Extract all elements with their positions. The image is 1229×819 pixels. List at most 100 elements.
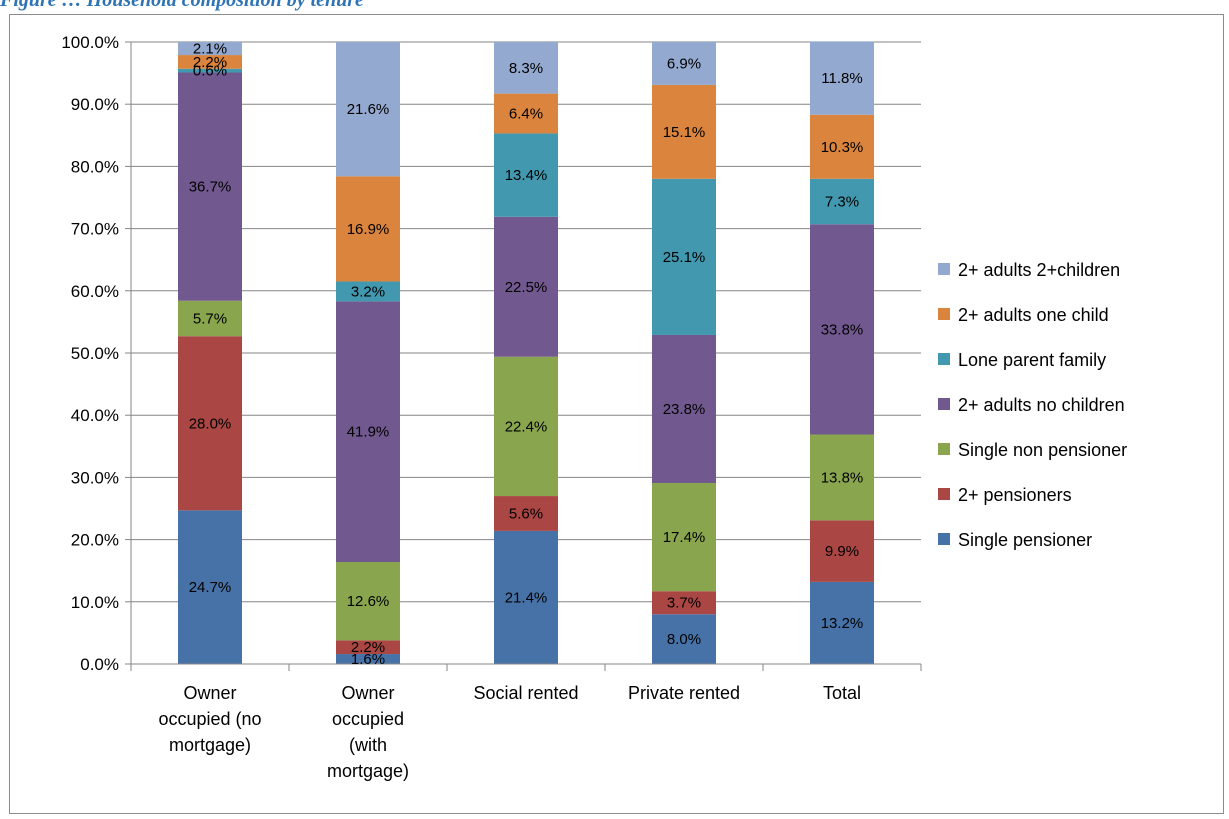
bar-segment [178,42,242,56]
bar-segment [336,654,400,664]
bar-segment [178,336,242,511]
data-label: 8.3% [509,60,543,77]
bar-segment [336,640,400,655]
y-tick-label: 70.0% [71,220,119,239]
data-label: 2.1% [193,41,227,58]
stacked-bar-chart: 0.0% 10.0% 20.0% 30.0% 40.0% 50.0% 60.0% 70.0% 8… [61,33,1127,781]
legend-entry: 2+ adults no children [958,395,1125,415]
data-label: 5.6% [509,505,543,522]
legend-swatch [938,263,950,275]
data-label: 22.4% [505,418,548,435]
data-label: 13.2% [821,615,864,632]
y-tick-label: 0.0% [80,655,119,674]
legend-swatch [938,488,950,500]
data-label: 33.8% [821,321,864,338]
x-category-label: Owner occupied (with mortgage) [327,683,409,781]
bar-segment [336,42,400,177]
data-label: 1.6% [351,651,385,668]
data-label: 8.0% [667,631,701,648]
data-label: 21.4% [505,589,548,606]
bar-segment [178,68,242,73]
bar-segment [336,561,400,641]
data-label: 25.1% [663,249,706,266]
y-tick-label: 100.0% [61,33,119,52]
bar-segment [336,301,400,562]
data-label: 22.5% [505,279,548,296]
y-tick-label: 90.0% [71,95,119,114]
bar-segment [810,434,874,521]
data-label: 12.6% [347,593,390,610]
data-label: 5.7% [193,310,227,327]
data-label: 6.9% [667,55,701,72]
data-label: 36.7% [189,179,232,196]
data-label: 23.8% [663,401,706,418]
data-label: 3.2% [351,283,385,300]
data-label: 2.2% [193,54,227,71]
data-labels: 24.7%28.0%5.7%36.7%0.6%2.2%2.1%1.6%2.2%1… [189,41,864,668]
data-label: 13.8% [821,469,864,486]
x-category-label: Total [823,683,861,703]
chart-frame: 0.0% 10.0% 20.0% 30.0% 40.0% 50.0% 60.0% 70.0% 8… [9,14,1224,814]
bar-segment [652,482,716,592]
legend-swatch [938,308,950,320]
y-tick-label: 20.0% [71,531,119,550]
bar-segment [494,356,558,497]
bar-segment [652,84,716,179]
data-label: 9.9% [825,543,859,560]
data-label: 15.1% [663,124,706,141]
y-tick-label: 80.0% [71,157,119,176]
axes: 0.0% 10.0% 20.0% 30.0% 40.0% 50.0% 60.0% 70.0% 8… [61,33,922,781]
y-tick-label: 50.0% [71,344,119,363]
data-label: 10.3% [821,139,864,156]
bar-segment [178,510,242,664]
bar-segment [178,55,242,69]
data-label: 6.4% [509,106,543,123]
legend-entry: 2+ adults one child [958,305,1109,325]
legend-swatch [938,398,950,410]
bar-segment [810,114,874,179]
data-label: 24.7% [189,579,232,596]
bar-segment [494,93,558,134]
bar-segment [494,496,558,531]
data-label: 13.4% [505,167,548,184]
bar-segment [810,581,874,664]
x-category-label: Social rented [473,683,578,703]
x-category-label: Owner occupied (no mortgage) [158,683,261,755]
bar-segment [336,176,400,282]
data-label: 0.6% [193,63,227,80]
data-label: 7.3% [825,194,859,211]
bar-segment [336,281,400,302]
bar-segment [178,300,242,337]
legend-swatch [938,443,950,455]
bar-segment [178,72,242,301]
legend-swatch [938,353,950,365]
data-label: 28.0% [189,415,232,432]
y-tick-label: 60.0% [71,282,119,301]
y-tick-label: 40.0% [71,406,119,425]
bar-segment [494,42,558,94]
bar-segment [652,591,716,615]
data-label: 21.6% [347,101,390,118]
bar-segment [810,178,874,225]
bar-segment [810,41,874,115]
bar-segment [810,520,874,582]
legend: 2+ adults 2+children 2+ adults one child L… [938,260,1127,550]
bar-segment [652,614,716,664]
x-category-label: Private rented [628,683,740,703]
bar-segment [652,178,716,335]
figure-title: Figure … Household composition by tenure [0,0,364,11]
bar-segment [494,133,558,217]
legend-swatch [938,533,950,545]
y-tick-label: 10.0% [71,593,119,612]
legend-entry: 2+ pensioners [958,485,1072,505]
data-label: 16.9% [347,221,390,238]
bar-segment [810,224,874,435]
data-label: 3.7% [667,595,701,612]
bar-segment [652,334,716,483]
legend-entry: Single pensioner [958,530,1092,550]
data-label: 17.4% [663,529,706,546]
y-tick-label: 30.0% [71,468,119,487]
bars [178,41,874,664]
data-label: 41.9% [347,424,390,441]
bar-segment [494,530,558,664]
